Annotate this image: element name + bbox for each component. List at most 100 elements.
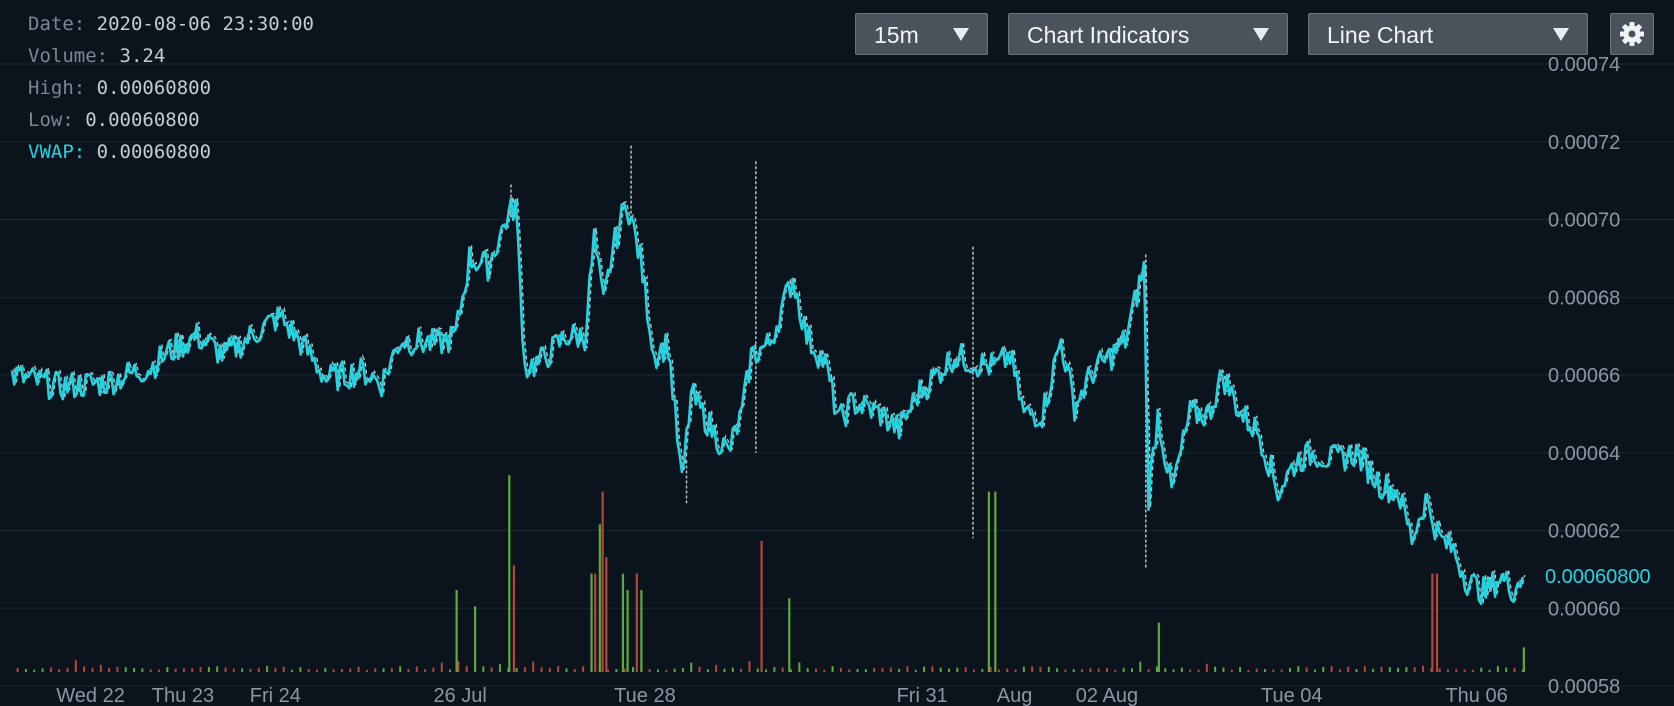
volume-bar xyxy=(1264,669,1267,672)
settings-button[interactable] xyxy=(1610,13,1654,55)
volume-bar xyxy=(1322,666,1325,672)
volume-bar xyxy=(621,573,625,672)
volume-bar xyxy=(241,668,244,672)
volume-bar xyxy=(590,573,593,672)
volume-bar xyxy=(964,667,967,672)
volume-bar xyxy=(673,668,676,672)
volume-bar xyxy=(407,668,410,672)
volume-bar xyxy=(1513,667,1516,672)
volume-bar xyxy=(199,667,202,672)
volume-bar xyxy=(681,668,684,672)
volume-bar xyxy=(1280,669,1283,672)
volume-bar xyxy=(508,475,511,672)
volume-bar xyxy=(532,661,535,672)
low-label: Low: xyxy=(28,109,74,131)
volume-bar xyxy=(141,668,144,672)
volume-bar xyxy=(1180,667,1183,672)
volume-bar xyxy=(1006,668,1009,672)
volume-bar xyxy=(665,669,668,672)
x-tick-label: 02 Aug xyxy=(1076,685,1138,706)
x-tick-label: Tue 28 xyxy=(614,685,676,706)
chevron-down-icon xyxy=(1253,28,1269,41)
interval-dropdown[interactable]: 15m xyxy=(855,13,988,55)
volume-bar xyxy=(1397,667,1400,672)
volume-bar xyxy=(465,666,468,672)
x-tick-label: Thu 23 xyxy=(152,685,214,706)
volume-row: Volume: 3.24 xyxy=(28,40,314,72)
volume-bar xyxy=(748,661,751,672)
x-tick-label: Fri 31 xyxy=(897,685,948,706)
volume-bar xyxy=(149,669,152,672)
chart-type-dropdown[interactable]: Line Chart xyxy=(1308,13,1588,55)
volume-bar xyxy=(823,669,826,672)
volume-bar xyxy=(881,668,884,672)
x-tick-label: Fri 24 xyxy=(250,685,301,706)
volume-bar xyxy=(324,667,327,672)
volume-bar xyxy=(1463,669,1466,672)
volume-bar xyxy=(24,669,27,672)
vwap-row: VWAP: 0.00060800 xyxy=(28,136,314,168)
volume-bar xyxy=(182,668,185,672)
volume-bar xyxy=(1172,669,1175,672)
volume-bar xyxy=(512,565,516,672)
volume-bar xyxy=(1064,669,1067,672)
price-line[interactable] xyxy=(10,197,1525,606)
volume-bar xyxy=(773,667,776,672)
volume-bar xyxy=(1164,668,1167,672)
low-row: Low: 0.00060800 xyxy=(28,104,314,136)
volume-bar xyxy=(914,669,917,672)
volume-bar xyxy=(515,667,518,672)
volume-bar xyxy=(923,666,926,672)
volume-bar xyxy=(656,669,659,672)
volume-bar xyxy=(41,668,44,672)
volume-bar xyxy=(66,667,69,672)
high-label: High: xyxy=(28,77,86,99)
volume-bar xyxy=(1522,647,1525,672)
volume-bar xyxy=(424,669,427,672)
y-tick-label: 0.00068 xyxy=(1548,287,1620,309)
volume-bar xyxy=(474,606,477,672)
volume-bar xyxy=(548,667,551,672)
volume-bar xyxy=(731,667,734,672)
volume-bar xyxy=(948,668,951,672)
volume-bar xyxy=(864,669,867,672)
chart-indicators-dropdown[interactable]: Chart Indicators xyxy=(1008,13,1288,55)
volume-bar xyxy=(91,667,94,672)
volume-bar xyxy=(1388,667,1391,672)
high-row: High: 0.00060800 xyxy=(28,72,314,104)
chart-indicators-label: Chart Indicators xyxy=(1027,22,1190,48)
volume-bar xyxy=(601,491,604,672)
volume-bar xyxy=(1413,667,1416,672)
volume-bar xyxy=(1347,666,1350,672)
volume-bar xyxy=(723,668,726,672)
volume-bar xyxy=(594,573,597,672)
volume-bar xyxy=(116,666,119,672)
volume-bar xyxy=(83,666,86,672)
volume-bar xyxy=(1139,661,1142,672)
volume-bar xyxy=(232,668,235,672)
volume-bar xyxy=(216,666,219,672)
volume-bar xyxy=(457,661,460,672)
x-tick-label: 26 Jul xyxy=(433,685,486,706)
volume-bar xyxy=(956,667,959,672)
chevron-down-icon xyxy=(1553,28,1569,41)
x-tick-label: Tue 04 xyxy=(1261,685,1323,706)
volume-bar xyxy=(174,668,177,672)
volume-bar xyxy=(1222,667,1225,672)
volume-bar xyxy=(1089,668,1092,672)
volume-bar xyxy=(788,598,791,672)
volume-bar xyxy=(540,667,543,672)
volume-bar xyxy=(1014,669,1017,672)
volume-bar xyxy=(898,668,901,672)
y-tick-label: 0.00060 xyxy=(1548,598,1620,620)
y-tick-label: 0.00064 xyxy=(1548,443,1620,465)
vwap-label: VWAP: xyxy=(28,141,86,163)
volume-bar xyxy=(1363,666,1366,672)
high-value: 0.00060800 xyxy=(96,77,212,99)
volume-bar xyxy=(798,662,801,672)
x-tick-label: Thu 06 xyxy=(1445,685,1507,706)
volume-bar xyxy=(1272,669,1275,672)
volume-bar xyxy=(1147,669,1150,672)
chevron-down-icon xyxy=(953,28,969,41)
